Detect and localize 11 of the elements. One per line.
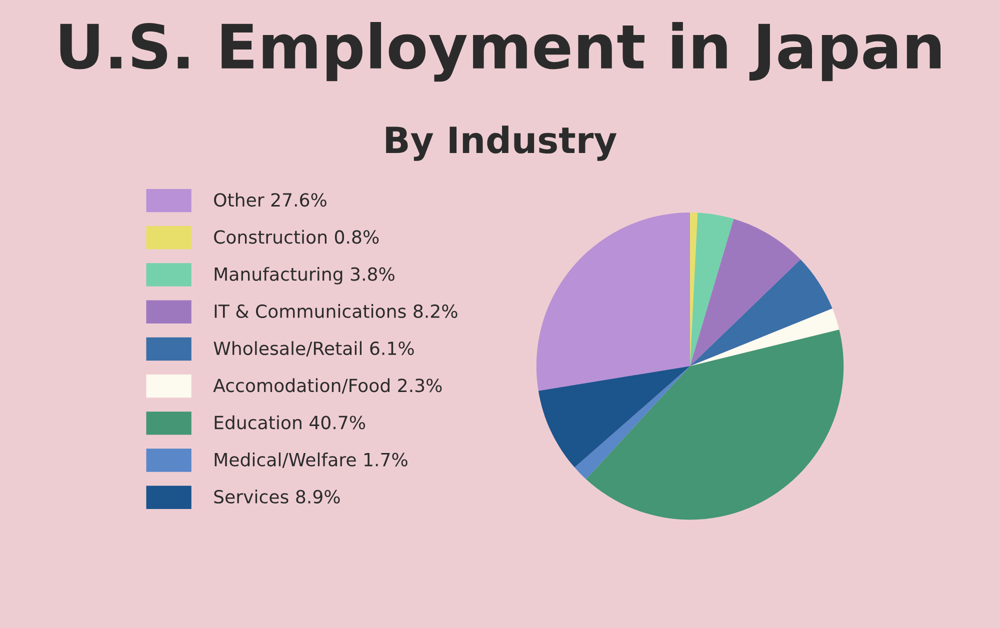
legend-label: Education 40.7% — [214, 415, 366, 430]
legend-label: Wholesale/Retail 6.1% — [214, 341, 414, 357]
legend-label: Construction 0.8% — [214, 230, 379, 244]
legend-label: Medical/Welfare 1.7% — [214, 452, 408, 468]
legend-label: Other 27.6% — [214, 192, 326, 207]
legend-label: Services 8.9% — [214, 490, 340, 504]
legend-label: Accomodation/Food 2.3% — [213, 378, 442, 394]
legend-label: IT & Communications 8.2% — [214, 304, 458, 318]
chart-title: U.S. Employment in Japan — [60, 22, 941, 82]
chart-subtitle: By Industry — [386, 126, 617, 161]
legend-label: Manufacturing 3.8% — [214, 266, 394, 284]
